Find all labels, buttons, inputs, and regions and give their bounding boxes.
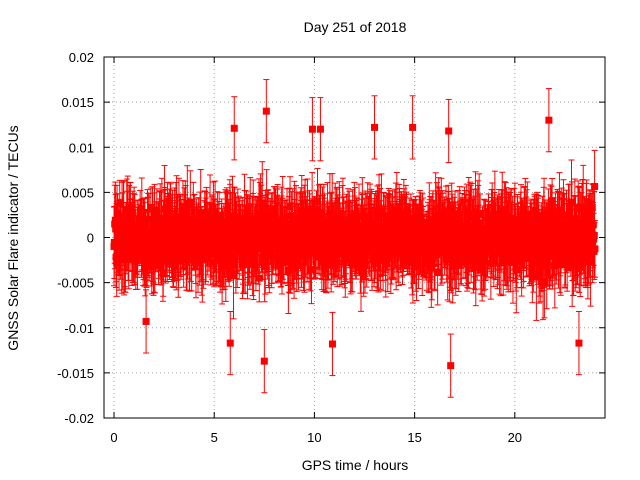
data-point (523, 211, 531, 219)
data-point (375, 214, 383, 222)
data-point (471, 208, 479, 216)
data-point (150, 254, 158, 262)
chart-title: Day 251 of 2018 (304, 19, 407, 35)
data-point (265, 251, 273, 259)
data-point (449, 257, 457, 265)
data-point (141, 217, 149, 225)
data-point (228, 228, 236, 236)
data-point (299, 246, 307, 254)
data-point (509, 214, 517, 222)
data-point (218, 262, 226, 270)
data-point (197, 209, 205, 217)
data-point (228, 255, 236, 263)
data-point (357, 267, 365, 275)
data-point (413, 254, 421, 262)
data-series (110, 79, 599, 398)
data-point (147, 203, 155, 211)
data-point (490, 251, 498, 259)
data-point (279, 216, 287, 224)
data-point (499, 258, 507, 266)
data-point (263, 209, 271, 217)
data-point (477, 264, 485, 272)
data-point (307, 265, 315, 273)
data-point (230, 213, 238, 221)
data-point (186, 198, 194, 206)
data-point (325, 222, 333, 230)
data-point (434, 269, 442, 277)
data-point (258, 243, 266, 251)
data-point (209, 232, 217, 240)
data-point (257, 214, 265, 222)
data-point (261, 263, 269, 271)
data-point (115, 243, 123, 251)
data-point (258, 199, 266, 207)
data-point (219, 246, 227, 254)
data-point (472, 263, 480, 271)
data-point (261, 255, 269, 263)
data-point (249, 215, 257, 223)
data-point (153, 233, 161, 241)
data-point (468, 210, 476, 218)
data-point (512, 266, 520, 274)
data-point (175, 257, 183, 265)
data-point (324, 260, 332, 268)
data-point (138, 204, 146, 212)
data-point (183, 255, 191, 263)
data-point (255, 274, 263, 282)
data-point (229, 271, 237, 279)
data-point (475, 209, 483, 217)
